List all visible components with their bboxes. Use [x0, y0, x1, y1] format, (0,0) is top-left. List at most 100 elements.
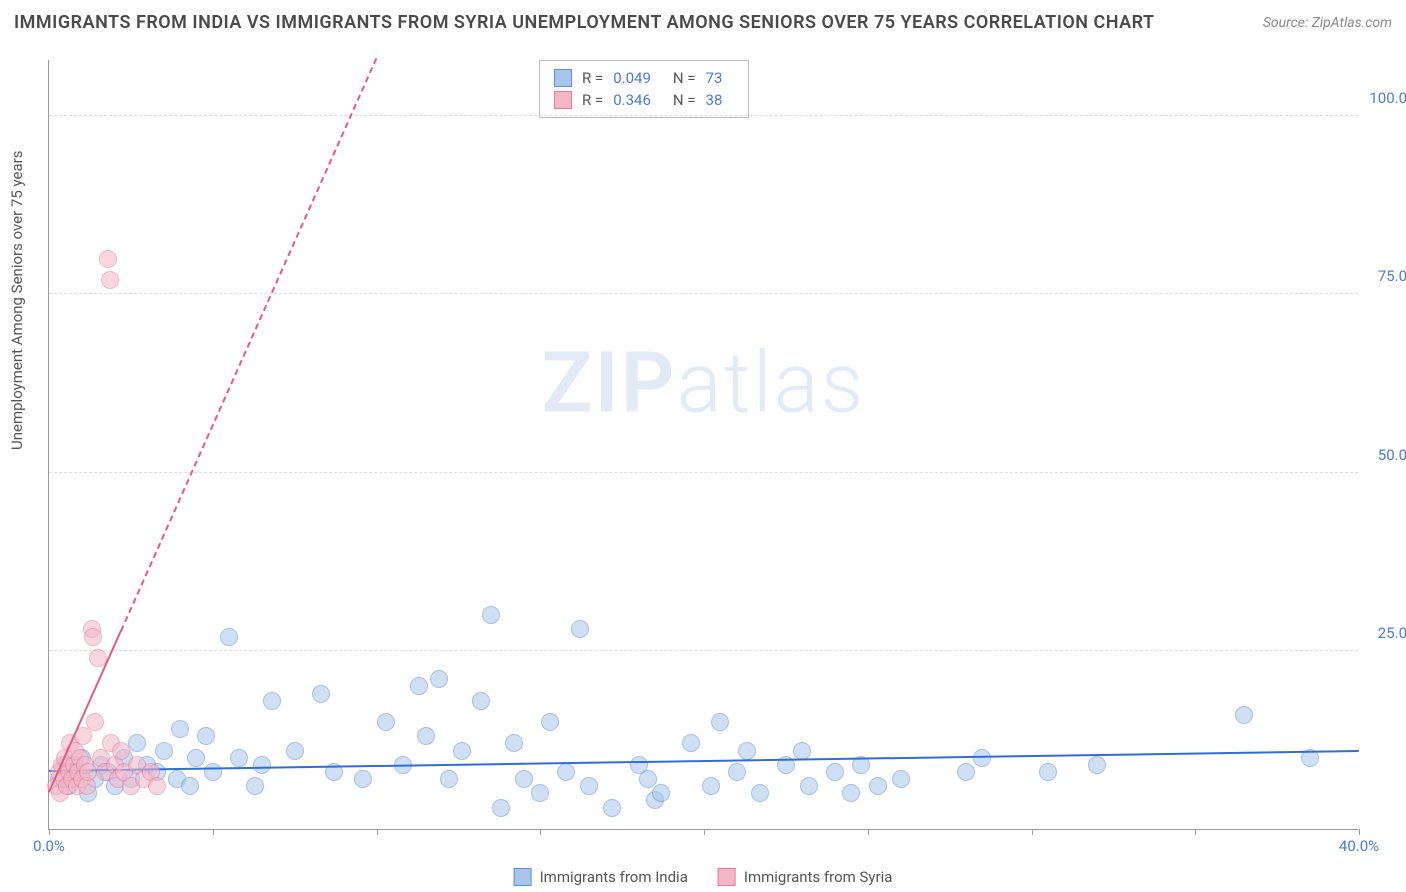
data-point — [79, 763, 97, 781]
legend-swatch — [718, 868, 736, 886]
data-point — [148, 777, 166, 795]
data-point — [263, 692, 281, 710]
data-point — [1039, 763, 1057, 781]
data-point — [751, 784, 769, 802]
data-point — [84, 628, 102, 646]
data-point — [652, 784, 670, 802]
data-point — [1088, 756, 1106, 774]
data-point — [354, 770, 372, 788]
x-tick — [868, 829, 869, 835]
data-point — [711, 713, 729, 731]
scatter-chart: ZIPatlas R =0.049N =73R =0.346N =38 25.0… — [48, 60, 1358, 830]
data-point — [702, 777, 720, 795]
data-point — [453, 742, 471, 760]
r-label: R = — [582, 69, 603, 87]
r-label: R = — [582, 91, 603, 109]
data-point — [417, 727, 435, 745]
x-tick — [377, 829, 378, 835]
trend-line — [120, 58, 377, 632]
y-axis-label: Unemployment Among Seniors over 75 years — [8, 151, 26, 450]
stats-row: R =0.049N =73 — [554, 67, 734, 89]
x-tick — [1195, 829, 1196, 835]
data-point — [377, 713, 395, 731]
data-point — [197, 727, 215, 745]
data-point — [957, 763, 975, 781]
legend-swatch — [554, 69, 572, 87]
x-tick-label: 0.0% — [33, 837, 65, 855]
gridline — [49, 472, 1358, 473]
r-value: 0.346 — [613, 91, 651, 109]
data-point — [515, 770, 533, 788]
data-point — [482, 606, 500, 624]
data-point — [505, 734, 523, 752]
data-point — [171, 720, 189, 738]
data-point — [793, 742, 811, 760]
data-point — [220, 628, 238, 646]
chart-title: IMMIGRANTS FROM INDIA VS IMMIGRANTS FROM… — [14, 12, 1155, 33]
data-point — [430, 670, 448, 688]
data-point — [492, 799, 510, 817]
data-point — [410, 677, 428, 695]
legend-item: Immigrants from India — [514, 868, 688, 886]
data-point — [842, 784, 860, 802]
data-point — [869, 777, 887, 795]
x-tick — [213, 829, 214, 835]
r-value: 0.049 — [613, 69, 651, 87]
gridline — [49, 293, 1358, 294]
x-tick — [1359, 829, 1360, 835]
data-point — [826, 763, 844, 781]
y-tick-label: 25.0% — [1378, 624, 1406, 642]
series-legend: Immigrants from India Immigrants from Syr… — [514, 868, 893, 886]
data-point — [101, 271, 119, 289]
data-point — [312, 685, 330, 703]
data-point — [246, 777, 264, 795]
source-attribution: Source: ZipAtlas.com — [1263, 15, 1392, 31]
legend-swatch — [514, 868, 532, 886]
data-point — [738, 742, 756, 760]
legend-swatch — [554, 91, 572, 109]
x-tick — [704, 829, 705, 835]
data-point — [800, 777, 818, 795]
data-point — [155, 742, 173, 760]
x-tick — [49, 829, 50, 835]
data-point — [187, 749, 205, 767]
data-point — [128, 734, 146, 752]
n-label: N = — [673, 91, 696, 109]
data-point — [286, 742, 304, 760]
y-tick-label: 75.0% — [1378, 267, 1406, 285]
data-point — [440, 770, 458, 788]
data-point — [1235, 706, 1253, 724]
data-point — [541, 713, 559, 731]
n-value: 73 — [706, 69, 723, 87]
data-point — [728, 763, 746, 781]
y-tick-label: 50.0% — [1378, 446, 1406, 464]
data-point — [639, 770, 657, 788]
data-point — [253, 756, 271, 774]
legend-label: Immigrants from India — [540, 868, 688, 886]
legend-label: Immigrants from Syria — [744, 868, 893, 886]
data-point — [230, 749, 248, 767]
data-point — [682, 734, 700, 752]
data-point — [204, 763, 222, 781]
x-tick-label: 40.0% — [1339, 837, 1379, 855]
data-point — [531, 784, 549, 802]
stats-legend: R = 0.049 N = 73 R = 0.346 N = 38 — [539, 60, 749, 118]
gridline — [49, 650, 1358, 651]
data-point — [99, 250, 117, 268]
data-point — [472, 692, 490, 710]
x-tick — [540, 829, 541, 835]
data-point — [603, 799, 621, 817]
data-point — [571, 620, 589, 638]
watermark: ZIPatlas — [542, 333, 865, 432]
stats-row: R = 0.346 N = 38 — [554, 89, 734, 111]
data-point — [181, 777, 199, 795]
data-point — [557, 763, 575, 781]
x-tick — [1032, 829, 1033, 835]
legend-item: Immigrants from Syria — [718, 868, 893, 886]
data-point — [892, 770, 910, 788]
gridline — [49, 115, 1358, 116]
data-point — [112, 742, 130, 760]
y-tick-label: 100.0% — [1369, 89, 1406, 107]
n-value: 38 — [706, 91, 723, 109]
data-point — [86, 713, 104, 731]
